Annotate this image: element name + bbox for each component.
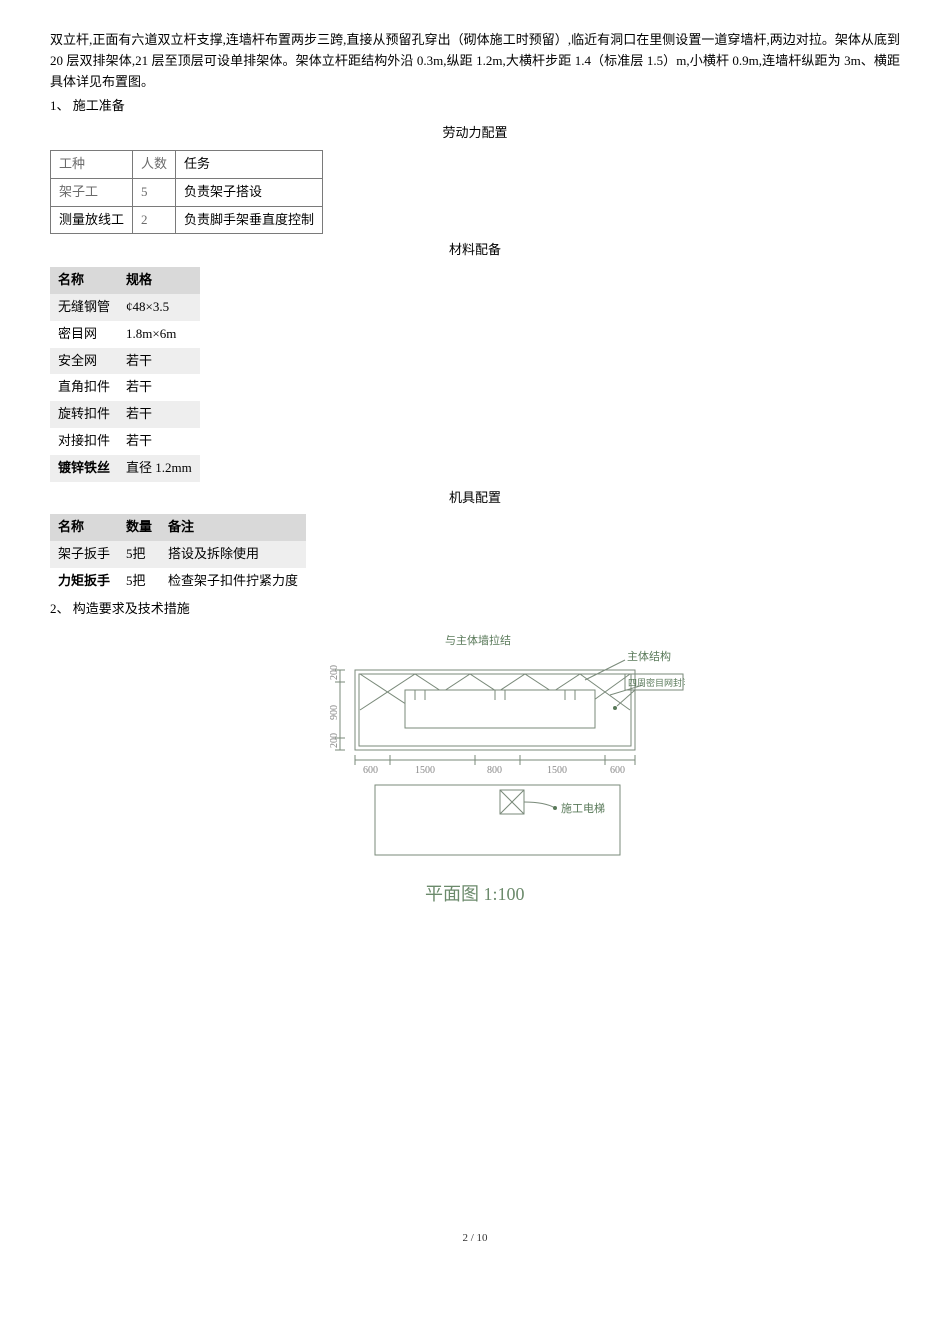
mat-r6c0: 镀锌铁丝 [50, 455, 118, 482]
tools-title: 机具配置 [50, 488, 900, 509]
tool-r0c1: 5把 [118, 541, 160, 568]
tool-r1c0: 力矩扳手 [50, 568, 118, 595]
mat-r3c1: 若干 [118, 374, 200, 401]
labor-title: 劳动力配置 [50, 123, 900, 144]
svg-text:主体结构: 主体结构 [627, 649, 671, 663]
intro-paragraph: 双立杆,正面有六道双立杆支撑,连墙杆布置两步三跨,直接从预留孔穿出（砌体施工时预… [50, 30, 900, 92]
plan-diagram: 与主体墙拉结 主体结构 四周密目网封闭 [50, 630, 900, 930]
labor-r1c2: 负责脚手架垂直度控制 [176, 206, 323, 234]
plan-svg: 与主体墙拉结 主体结构 四周密目网封闭 [265, 630, 685, 930]
labor-r1c1: 2 [133, 206, 176, 234]
mat-r3c0: 直角扣件 [50, 374, 118, 401]
svg-text:800: 800 [487, 765, 502, 776]
tool-r1c1: 5把 [118, 568, 160, 595]
materials-table: 名称 规格 无缝钢管¢48×3.5 密目网1.8m×6m 安全网若干 直角扣件若… [50, 267, 200, 481]
mat-r4c1: 若干 [118, 401, 200, 428]
mat-r1c1: 1.8m×6m [118, 321, 200, 348]
tool-r0c0: 架子扳手 [50, 541, 118, 568]
svg-text:与主体墙拉结: 与主体墙拉结 [445, 633, 511, 647]
svg-text:600: 600 [610, 765, 625, 776]
svg-text:1500: 1500 [415, 765, 435, 776]
materials-title: 材料配备 [50, 240, 900, 261]
svg-text:900: 900 [329, 705, 340, 720]
tool-r1c2: 检查架子扣件拧紧力度 [160, 568, 306, 595]
labor-h1: 人数 [133, 150, 176, 178]
svg-text:平面图 1:100: 平面图 1:100 [425, 884, 525, 904]
svg-text:1500: 1500 [547, 765, 567, 776]
mat-r0c0: 无缝钢管 [50, 294, 118, 321]
mat-h1: 规格 [118, 267, 200, 294]
labor-r1c0: 测量放线工 [51, 206, 133, 234]
page-footer: 2 / 10 [50, 1230, 900, 1248]
mat-r2c1: 若干 [118, 348, 200, 375]
labor-table: 工种 人数 任务 架子工 5 负责架子搭设 测量放线工 2 负责脚手架垂直度控制 [50, 150, 323, 234]
section-1: 1、 施工准备 [50, 96, 900, 117]
labor-r0c0: 架子工 [51, 178, 133, 206]
svg-text:200: 200 [329, 733, 340, 748]
tool-r0c2: 搭设及拆除使用 [160, 541, 306, 568]
labor-r0c2: 负责架子搭设 [176, 178, 323, 206]
mat-r4c0: 旋转扣件 [50, 401, 118, 428]
tool-h0: 名称 [50, 514, 118, 541]
svg-text:200: 200 [329, 665, 340, 680]
tools-table: 名称 数量 备注 架子扳手 5把 搭设及拆除使用 力矩扳手 5把 检查架子扣件拧… [50, 514, 306, 594]
labor-r0c1: 5 [133, 178, 176, 206]
tool-h2: 备注 [160, 514, 306, 541]
mat-r0c1: ¢48×3.5 [118, 294, 200, 321]
svg-text:600: 600 [363, 765, 378, 776]
mat-r6c1: 直径 1.2mm [118, 455, 200, 482]
mat-h0: 名称 [50, 267, 118, 294]
mat-r1c0: 密目网 [50, 321, 118, 348]
svg-text:四周密目网封闭: 四周密目网封闭 [628, 677, 685, 688]
labor-h0: 工种 [51, 150, 133, 178]
mat-r5c0: 对接扣件 [50, 428, 118, 455]
tool-h1: 数量 [118, 514, 160, 541]
mat-r2c0: 安全网 [50, 348, 118, 375]
mat-r5c1: 若干 [118, 428, 200, 455]
section-2: 2、 构造要求及技术措施 [50, 599, 900, 620]
svg-text:施工电梯: 施工电梯 [561, 802, 605, 815]
labor-h2: 任务 [176, 150, 323, 178]
